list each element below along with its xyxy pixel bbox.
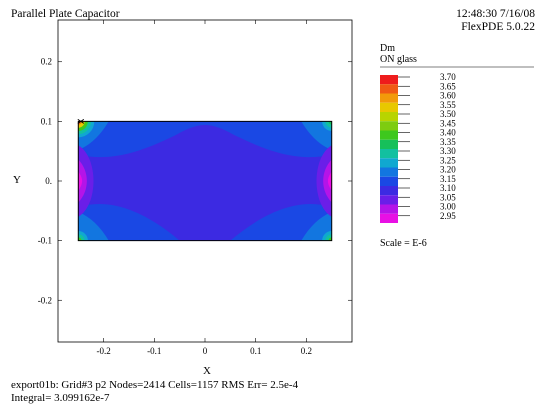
contour-edge-peak: [327, 171, 332, 191]
x-tick-label: 0: [203, 346, 208, 356]
y-tick-label: 0.: [45, 176, 52, 186]
legend-level: 2.95: [440, 211, 456, 221]
legend-level: 3.15: [440, 174, 456, 184]
legend-level: 3.70: [440, 72, 456, 82]
contour-corner: [301, 121, 332, 150]
legend-swatch: [380, 93, 398, 103]
contour-corner-peak: [328, 121, 332, 125]
legend-region: ON glass: [380, 54, 417, 65]
corner-marker: [77, 118, 85, 124]
axis-ticks: -0.2 -0.1 0 0.1 0.2 -0.2 -0.1 0. 0.1 0.2: [38, 20, 352, 356]
legend-level: 3.00: [440, 202, 456, 212]
y-tick-label: 0.2: [41, 57, 52, 67]
footer-stats: export01b: Grid#3 p2 Nodes=2414 Cells=11…: [11, 379, 299, 391]
legend-level: 3.60: [440, 91, 456, 101]
contour-edge-high: [78, 159, 87, 203]
legend-swatch: [380, 158, 398, 168]
contour-corner: [301, 212, 332, 241]
x-tick-label: 0.2: [301, 346, 312, 356]
y-tick-label: -0.1: [38, 236, 52, 246]
y-tick-label: 0.1: [41, 116, 52, 126]
legend-level: 3.25: [440, 155, 456, 165]
glass-region-outline: [77, 120, 333, 242]
legend-level: 3.10: [440, 183, 456, 193]
legend-swatch: [380, 84, 398, 94]
footer-integral: Integral= 3.099162e-7: [11, 392, 110, 404]
legend-level: 3.45: [440, 118, 456, 128]
legend-level: 3.50: [440, 109, 456, 119]
legend-swatch: [380, 186, 398, 196]
color-legend: Dm ON glass 3.703.653.603.553.503.453.40…: [380, 43, 534, 249]
contour-edge-peak: [78, 171, 83, 191]
legend-level: 3.05: [440, 192, 456, 202]
contour-corner: [78, 212, 109, 241]
x-tick-label: -0.1: [147, 346, 161, 356]
contour-corner-peak: [328, 237, 332, 241]
legend-swatch: [380, 176, 398, 186]
legend-variable: Dm: [380, 43, 395, 54]
timestamp: 12:48:30 7/16/08: [456, 8, 535, 20]
software-version: FlexPDE 5.0.22: [461, 21, 535, 33]
x-tick-label: -0.2: [96, 346, 110, 356]
plot-title: Parallel Plate Capacitor: [11, 8, 120, 20]
contour-band: [78, 125, 332, 241]
legend-scale: Scale = E-6: [380, 238, 427, 249]
legend-swatch: [380, 102, 398, 112]
y-tick-label: -0.2: [38, 295, 52, 305]
x-axis-label: X: [203, 365, 211, 377]
legend-level: 3.35: [440, 137, 456, 147]
legend-swatch: [380, 139, 398, 149]
legend-swatch: [380, 167, 398, 177]
legend-swatch: [380, 195, 398, 205]
field-contours: [78, 121, 332, 241]
legend-level: 3.65: [440, 81, 456, 91]
legend-swatch: [380, 112, 398, 122]
legend-level: 3.20: [440, 165, 456, 175]
x-tick-label: 0.1: [250, 346, 261, 356]
legend-level: 3.55: [440, 100, 456, 110]
contour-edge-high: [323, 159, 332, 203]
legend-swatch: [380, 130, 398, 140]
legend-swatch: [380, 204, 398, 214]
legend-swatch: [380, 75, 398, 85]
legend-swatch: [380, 213, 398, 223]
contour-corner-peak: [78, 237, 82, 241]
legend-level: 3.30: [440, 146, 456, 156]
legend-swatch: [380, 149, 398, 159]
legend-swatch: [380, 121, 398, 131]
y-axis-label: Y: [13, 174, 21, 186]
legend-level: 3.40: [440, 128, 456, 138]
